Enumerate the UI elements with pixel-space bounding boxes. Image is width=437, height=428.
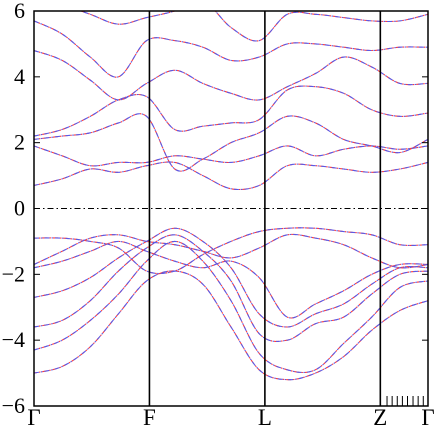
band-wannier-4 (34, 240, 428, 319)
x-tick-label-0: Γ (27, 405, 40, 428)
minor-ticks (386, 396, 424, 406)
band-wannier-9 (34, 113, 428, 172)
band-wannier-1 (34, 240, 428, 374)
band-wannier-12 (34, 20, 428, 78)
band-wannier-10 (34, 85, 428, 137)
band-dft-0 (34, 270, 428, 381)
y-tick-label-1: −4 (2, 327, 25, 352)
x-tick-label-3: Z (373, 405, 387, 428)
y-tick-label-3: 0 (14, 196, 25, 221)
y-tick-label-2: −2 (2, 261, 25, 286)
y-tick-label-6: 6 (14, 0, 25, 23)
band-wannier-5 (34, 233, 428, 269)
high-symmetry-lines (148, 11, 382, 406)
band-wannier-2 (34, 234, 428, 342)
band-dft-4 (34, 240, 428, 319)
band-dft-3 (34, 227, 428, 328)
y-tick-label-4: 2 (14, 130, 25, 155)
band-dft-12 (34, 20, 428, 78)
band-dft-13 (79, 11, 428, 42)
x-tick-label-2: L (258, 405, 272, 428)
band-wannier-3 (34, 227, 428, 328)
band-dft-11 (34, 49, 428, 101)
y-tick-label-5: 4 (14, 64, 25, 89)
band-wannier-8 (34, 145, 428, 167)
band-wannier-7 (34, 161, 428, 191)
band-dft-5 (34, 233, 428, 269)
y-tick-label-0: −6 (2, 393, 25, 418)
bands-layer (34, 11, 428, 381)
plot-frame (33, 10, 429, 407)
band-wannier-0 (34, 270, 428, 381)
band-wannier-13 (79, 11, 428, 42)
x-tick-label-4: Γ (421, 405, 434, 428)
band-wannier-11 (34, 49, 428, 101)
band-wannier-6 (34, 227, 428, 275)
x-tick-label-1: F (143, 405, 156, 428)
